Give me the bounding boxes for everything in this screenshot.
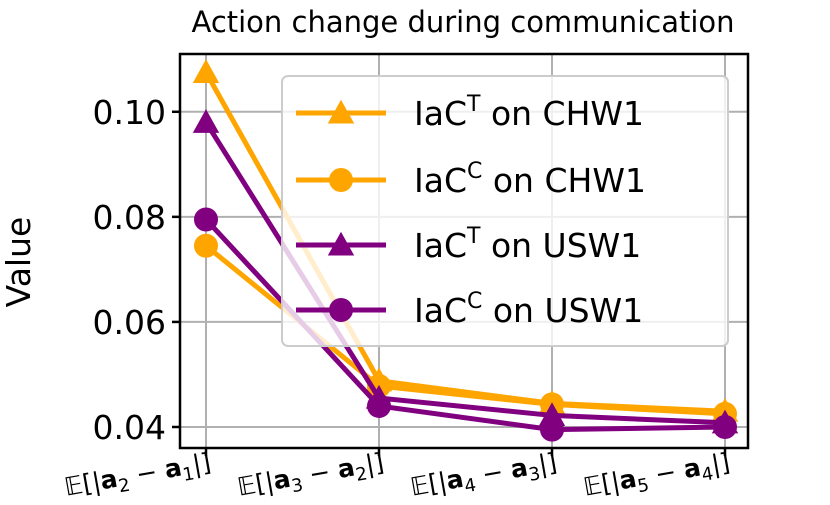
circle-marker	[540, 417, 564, 442]
legend: IaCT on CHW1 IaCC on CHW1 IaCT on USW1 IaCC…	[281, 75, 729, 347]
circle-marker	[329, 298, 353, 322]
legend-entry: IaCC on CHW1	[296, 159, 646, 200]
legend-entry: IaCT on USW1	[296, 224, 641, 265]
legend-label: IaCT on CHW1	[414, 92, 644, 133]
y-tick-label: 0.04	[93, 408, 166, 447]
triangle-marker	[327, 231, 355, 256]
circle-marker	[367, 393, 391, 418]
y-tick-label: 0.06	[93, 303, 166, 342]
y-axis-label: Value	[0, 217, 38, 308]
circle-marker	[713, 414, 737, 439]
x-tick-label: 𝔼[|a5 − a4|]	[581, 447, 733, 505]
x-tick-label: 𝔼[|a2 − a1|]	[62, 447, 214, 505]
circle-marker	[194, 207, 218, 232]
triangle-marker	[192, 59, 220, 83]
y-tick-label: 0.08	[93, 198, 166, 237]
legend-label: IaCC on CHW1	[414, 159, 646, 200]
plot-frame	[178, 52, 750, 450]
x-tick-label: 𝔼[|a3 − a2|]	[235, 447, 387, 505]
circle-marker	[194, 233, 218, 258]
triangle-marker	[327, 99, 355, 124]
legend-entry: IaCC on USW1	[296, 289, 643, 330]
legend-entry: IaCT on CHW1	[296, 92, 644, 133]
legend-label: IaCC on USW1	[414, 289, 643, 330]
y-tick-label: 0.10	[93, 93, 166, 132]
chart-title: Action change during communication	[191, 5, 734, 39]
legend-box	[281, 75, 729, 347]
axis-ticks: 𝔼[|a2 − a1|] 𝔼[|a3 − a2|] 𝔼[|a4 − a3|] 𝔼[|a…	[62, 93, 733, 505]
legend-label: IaCT on USW1	[414, 224, 641, 265]
x-tick-label: 𝔼[|a4 − a3|]	[408, 447, 560, 505]
triangle-marker	[192, 109, 220, 133]
circle-marker	[329, 168, 353, 192]
